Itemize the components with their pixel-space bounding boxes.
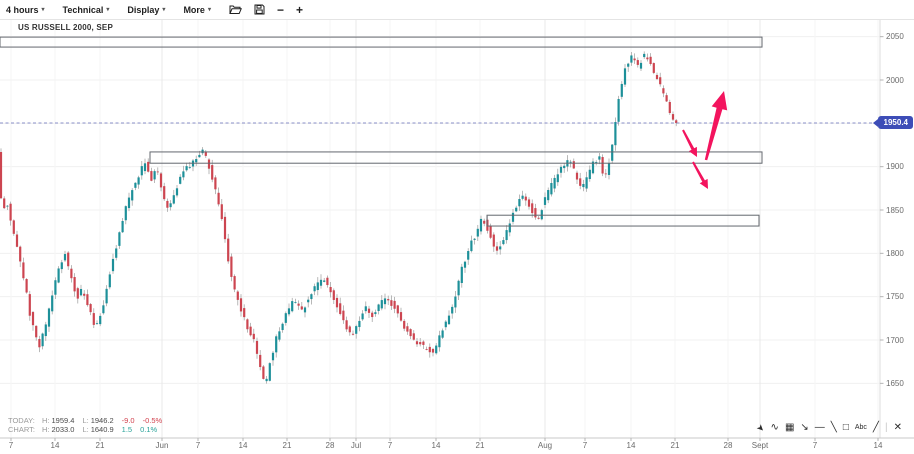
time-axis-label: 21 — [282, 441, 292, 450]
time-axis-label: 28 — [723, 441, 733, 450]
price-axis-label: 1700 — [886, 335, 904, 345]
chevron-down-icon: ▾ — [162, 7, 166, 13]
trend-line-tool-icon[interactable]: ╲ — [830, 422, 837, 433]
time-axis-label: 7 — [812, 441, 818, 450]
legend-scope-label: CHART: — [8, 425, 35, 434]
time-axis-label: 14 — [626, 441, 636, 450]
time-axis-label: 28 — [325, 441, 335, 450]
change-percent: -0.5% — [142, 416, 163, 425]
zoom-out-icon[interactable]: − — [276, 2, 284, 17]
indicator-tool-icon[interactable]: ↘ — [800, 422, 809, 433]
low-key: L: — [82, 416, 89, 425]
high-key: H: — [42, 416, 50, 425]
time-axis-label: 14 — [50, 441, 60, 450]
top-toolbar: 4 hours ▾ Technical ▾ Display ▾ More ▾ − + — [0, 0, 914, 20]
open-file-icon[interactable] — [229, 4, 242, 15]
menu-label: Display — [127, 4, 160, 15]
menu-label: More — [183, 4, 205, 15]
menu-technical[interactable]: Technical ▾ — [63, 5, 110, 15]
time-axis-label: 21 — [475, 441, 485, 450]
symbol-label: US RUSSELL 2000, SEP — [18, 23, 113, 32]
time-axis-label: 14 — [431, 441, 441, 450]
time-axis-label: 14 — [238, 441, 248, 450]
time-axis-label: 21 — [95, 441, 105, 450]
save-icon[interactable] — [254, 4, 265, 15]
scenario-arrow-up-big[interactable] — [704, 91, 728, 161]
candlestick-series — [0, 51, 678, 384]
time-axis-label: 7 — [8, 441, 14, 450]
high-value: 1959.4 — [51, 416, 75, 425]
price-axis-label: 1900 — [886, 162, 904, 172]
time-axis-label: Sept — [751, 441, 769, 450]
low-key: L: — [82, 425, 89, 434]
grid-tool-icon[interactable]: ▦ — [784, 422, 795, 433]
menu-display[interactable]: Display ▾ — [127, 5, 165, 15]
curve-tool-icon[interactable]: ∿ — [770, 422, 779, 433]
current-price-badge: 1950.4 — [872, 116, 913, 130]
high-value: 2033.0 — [51, 425, 75, 434]
toolbar-separator: | — [884, 422, 888, 433]
resistance-zone-upper[interactable] — [0, 36, 763, 48]
chevron-down-icon: ▾ — [41, 7, 45, 13]
ohlc-legend: TODAY: H: 1959.4 L: 1946.2 -9.0 -0.5% CHART: H: 2… — [8, 416, 170, 434]
price-axis-label: 1750 — [886, 292, 904, 302]
change-percent: 0.1% — [140, 425, 158, 434]
price-axis-label: 1650 — [886, 378, 904, 388]
chevron-down-icon: ▾ — [207, 7, 211, 13]
change-value: 1.5 — [121, 425, 133, 434]
price-axis-label: 2050 — [886, 32, 904, 42]
high-key: H: — [42, 425, 50, 434]
menu-label: 4 hours — [6, 4, 39, 15]
chevron-down-icon: ▾ — [106, 7, 110, 13]
current-price-value: 1950.4 — [883, 118, 908, 128]
price-axis-label: 1800 — [886, 248, 904, 258]
scenario-arrow-down-1[interactable] — [682, 129, 697, 158]
remove-drawings-icon[interactable]: ✕ — [893, 422, 902, 433]
ray-tool-icon[interactable]: ╱ — [872, 422, 879, 433]
scenario-arrow-down-2[interactable] — [692, 161, 708, 190]
text-tool-icon[interactable]: Abc — [854, 424, 867, 431]
time-axis-label: 21 — [670, 441, 680, 450]
drawing-toolbar: ➤ ∿ ▦ ↘ — ╲ □ Abc ╱ | ✕ — [755, 422, 902, 434]
change-value: -9.0 — [121, 416, 135, 425]
zoom-in-icon[interactable]: + — [295, 2, 303, 17]
menu-label: Technical — [62, 4, 104, 15]
resistance-zone-mid[interactable] — [149, 151, 763, 164]
low-value: 1640.9 — [90, 425, 114, 434]
legend-row: TODAY: H: 1959.4 L: 1946.2 -9.0 -0.5% — [8, 416, 170, 425]
horizontal-line-tool-icon[interactable]: — — [814, 422, 825, 433]
time-axis-label: 7 — [387, 441, 393, 450]
price-axis-label: 1850 — [886, 205, 904, 215]
time-axis-label: Jul — [350, 441, 362, 450]
time-axis-label: 7 — [195, 441, 201, 450]
menu-more[interactable]: More ▾ — [183, 5, 211, 15]
time-axis-label: Aug — [537, 441, 553, 450]
support-zone-lower[interactable] — [486, 214, 760, 227]
time-axis-label: 7 — [582, 441, 588, 450]
rectangle-tool-icon[interactable]: □ — [842, 422, 849, 433]
low-value: 1946.2 — [90, 416, 114, 425]
price-axis-label: 2000 — [886, 75, 904, 85]
time-axis-label: Jun — [155, 441, 169, 450]
legend-row: CHART: H: 2033.0 L: 1640.9 1.5 0.1% — [8, 425, 170, 434]
menu-timeframe[interactable]: 4 hours ▾ — [6, 5, 45, 15]
time-axis-label: 14 — [873, 441, 883, 450]
legend-scope-label: TODAY: — [8, 416, 35, 425]
